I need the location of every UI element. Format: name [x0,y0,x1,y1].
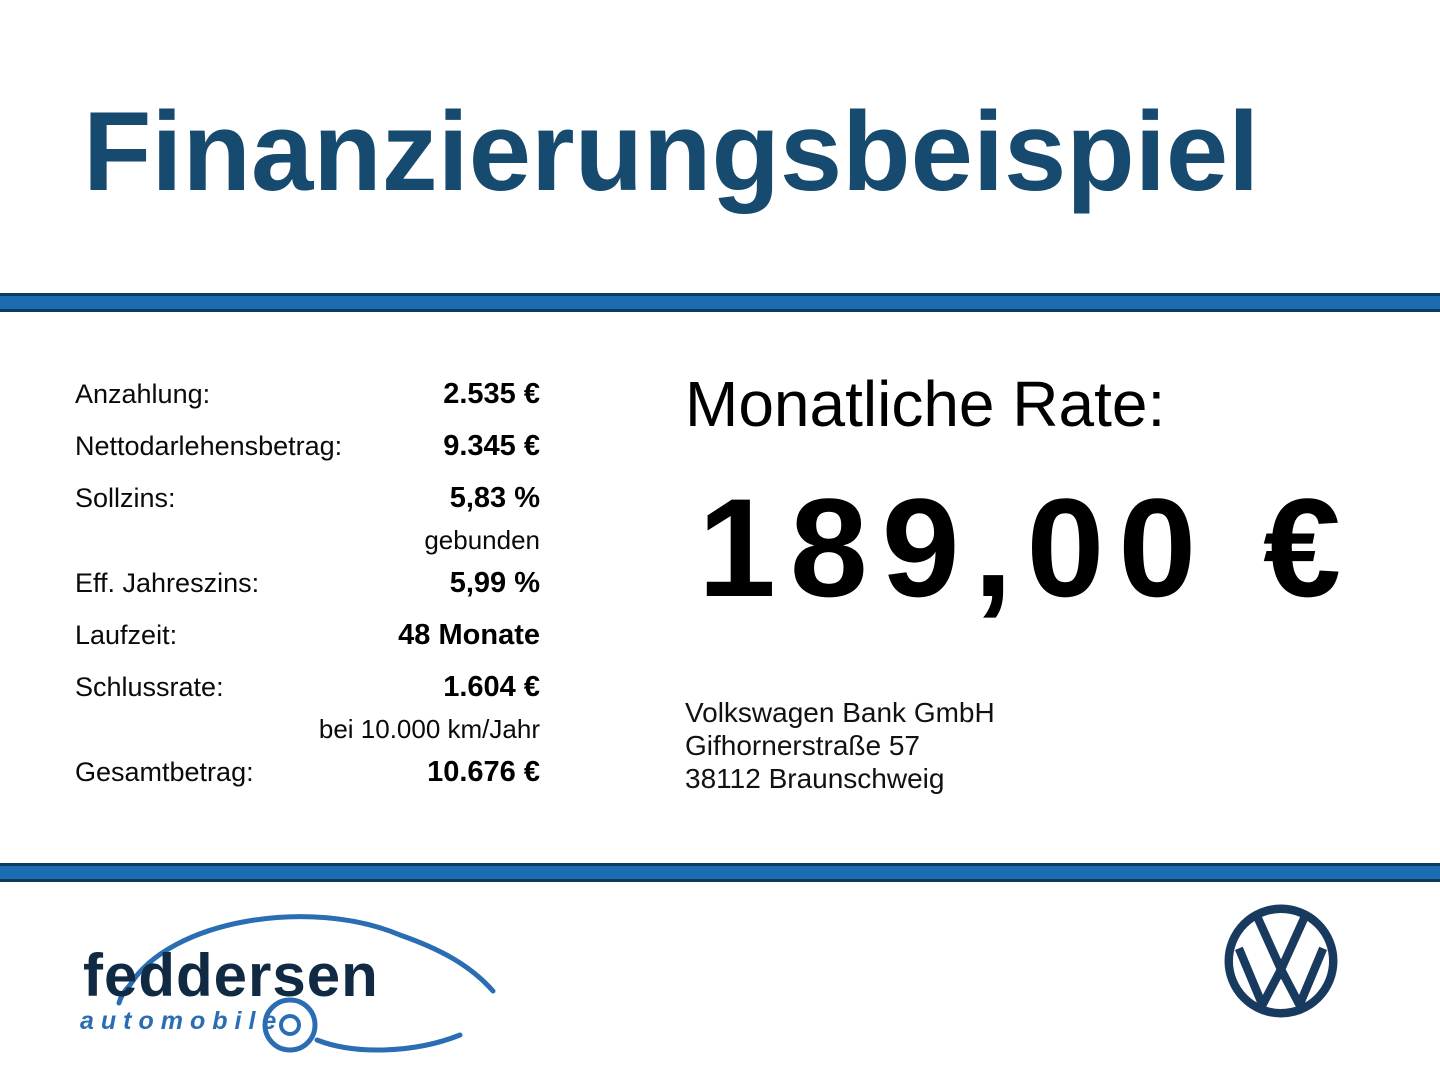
finance-table: Anzahlung: 2.535 € Nettodarlehensbetrag:… [75,368,540,798]
finance-label: Sollzins: [75,482,176,513]
finance-value: 5,83 % [449,481,540,514]
finance-label: Gesamtbetrag: [75,756,254,787]
divider-stripe-top [0,293,1440,312]
vw-logo [1222,902,1340,1020]
bank-city: 38112 Braunschweig [685,763,945,794]
finance-row: Laufzeit: 48 Monate [75,609,540,661]
dealer-car-sketch-icon [116,914,496,1053]
dealer-name: feddersen [83,942,379,1009]
bank-address: Volkswagen Bank GmbH Gifhornerstraße 57 … [685,696,995,795]
finance-row: Schlussrate: 1.604 € [75,661,540,713]
dealer-subtitle: automobile [80,1007,284,1035]
divider-stripe-bottom [0,863,1440,882]
finance-label: Anzahlung: [75,378,211,409]
finance-value: 9.345 € [443,429,540,462]
finance-value: 2.535 € [443,377,540,410]
monthly-rate-heading: Monatliche Rate: [685,368,1166,440]
finance-value: 1.604 € [443,670,540,703]
finance-label: Schlussrate: [75,671,224,702]
finance-label: Eff. Jahreszins: [75,567,260,598]
finance-row: Nettodarlehensbetrag: 9.345 € [75,420,540,472]
finance-row: Anzahlung: 2.535 € [75,368,540,420]
bank-name: Volkswagen Bank GmbH [685,697,995,728]
finance-note: bei 10.000 km/Jahr [318,714,540,744]
finance-label: Nettodarlehensbetrag: [75,430,343,461]
finance-value: 10.676 € [427,755,540,788]
finance-note: gebunden [424,525,540,555]
finance-value: 48 Monate [398,618,540,651]
finance-row: Gesamtbetrag: 10.676 € [75,746,540,798]
bank-street: Gifhornerstraße 57 [685,730,920,761]
page-title: Finanzierungsbeispiel [83,89,1260,214]
finance-row: Eff. Jahreszins: 5,99 % [75,557,540,609]
finance-row: Sollzins: 5,83 % [75,472,540,524]
finance-label: Laufzeit: [75,619,178,650]
dealer-logo: feddersen automobile [55,885,515,1075]
monthly-rate-amount: 189,00 € [698,469,1355,626]
vw-logo-icon [1224,904,1338,1018]
finance-value: 5,99 % [449,566,540,599]
